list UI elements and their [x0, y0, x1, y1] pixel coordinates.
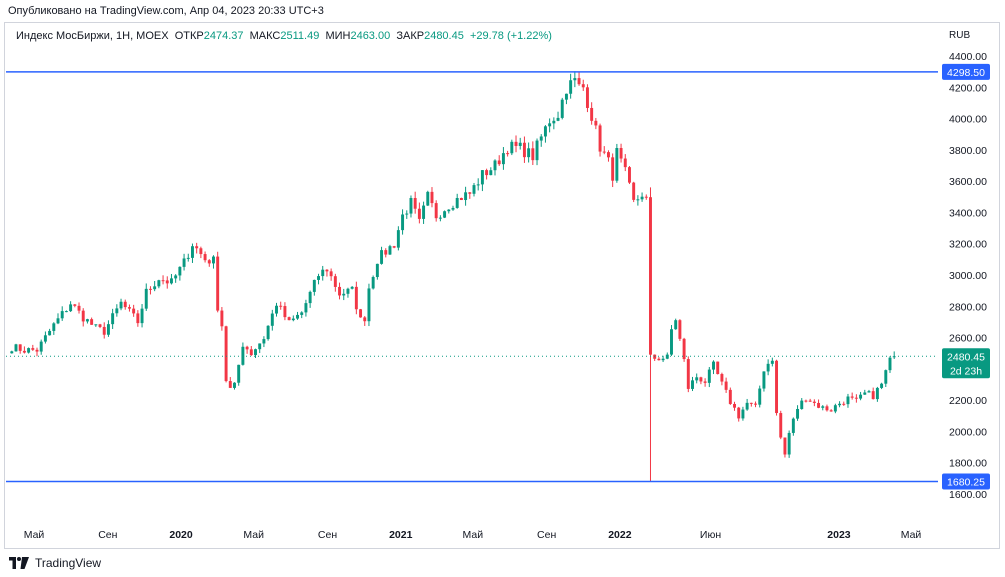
footer-brand: TradingView — [35, 556, 102, 570]
tradingview-logo-icon — [9, 557, 29, 569]
chart-legend: Индекс МосБиржи, 1Н, MOEX ОТКР2474.37 МА… — [16, 30, 552, 42]
chart-frame — [4, 22, 1000, 549]
legend-close-value: 2480.45 — [424, 30, 464, 42]
footer: TradingView — [8, 553, 101, 573]
legend-close-label: ЗАКР — [396, 30, 425, 42]
published-caption: Опубликовано на TradingView.com, Апр 04,… — [8, 5, 324, 17]
legend-change: +29.78 (+1.22%) — [469, 30, 552, 42]
legend-open-label: ОТКР — [174, 30, 204, 42]
legend-high-value: 2511.49 — [280, 30, 320, 42]
legend-low-label: МИН — [325, 30, 351, 42]
legend-open-value: 2474.37 — [203, 30, 244, 42]
legend-high-label: МАКС — [249, 30, 281, 42]
legend-low-value: 2463.00 — [350, 30, 391, 42]
legend-symbol: Индекс МосБиржи, 1Н, MOEX — [16, 30, 169, 42]
